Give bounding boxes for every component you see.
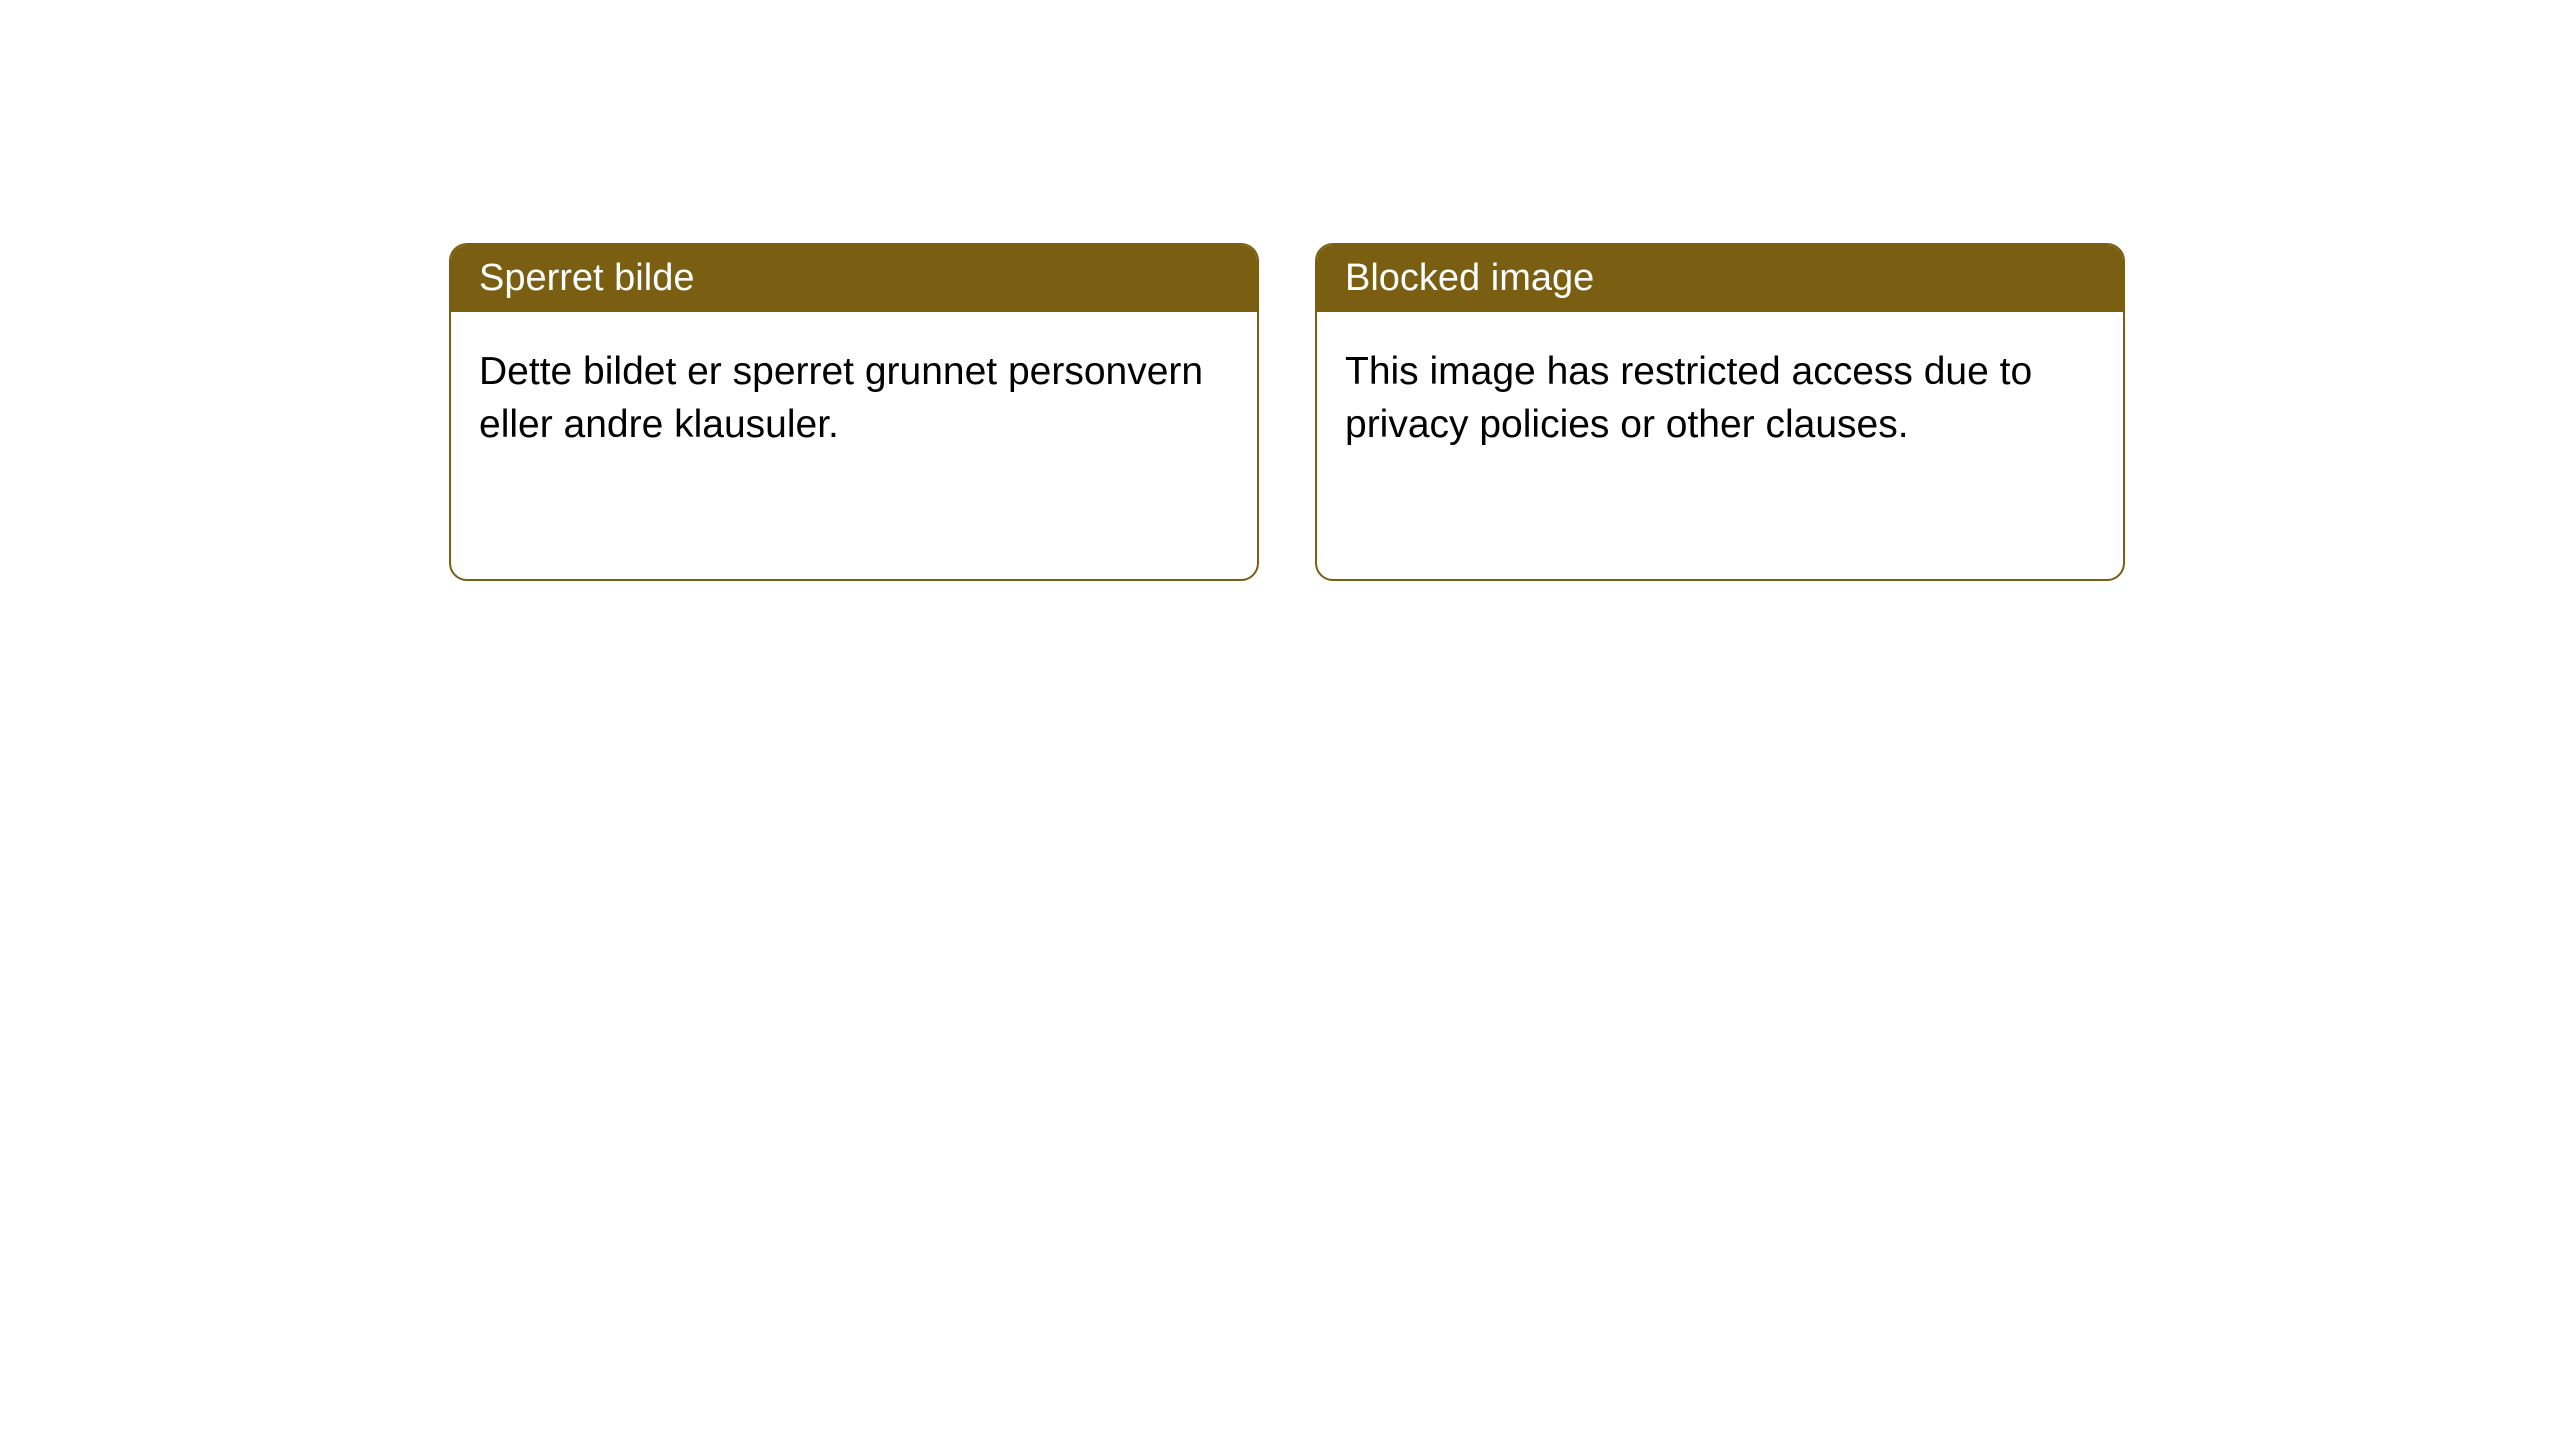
notice-container: Sperret bilde Dette bildet er sperret gr… <box>449 243 2125 581</box>
card-title: Blocked image <box>1345 257 1594 299</box>
card-body-text: Dette bildet er sperret grunnet personve… <box>479 350 1203 446</box>
card-body-text: This image has restricted access due to … <box>1345 350 2032 446</box>
card-title: Sperret bilde <box>479 257 694 299</box>
notice-card-english: Blocked image This image has restricted … <box>1315 243 2125 581</box>
card-header: Sperret bilde <box>451 245 1257 312</box>
card-header: Blocked image <box>1317 245 2123 312</box>
card-body: Dette bildet er sperret grunnet personve… <box>451 312 1257 485</box>
card-body: This image has restricted access due to … <box>1317 312 2123 485</box>
notice-card-norwegian: Sperret bilde Dette bildet er sperret gr… <box>449 243 1259 581</box>
